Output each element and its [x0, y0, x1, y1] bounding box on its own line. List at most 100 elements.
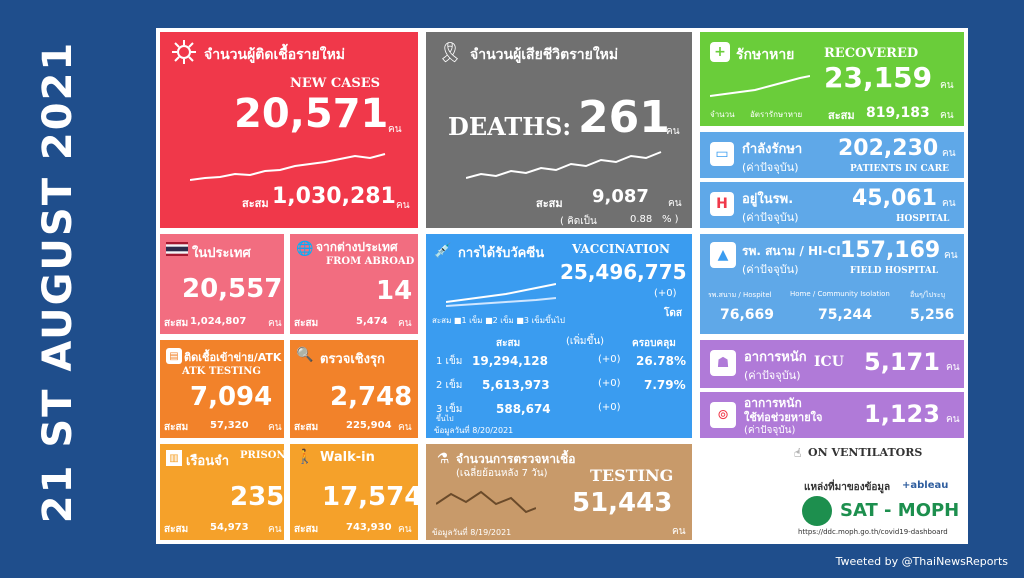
deaths-en-label: DEATHS:: [448, 112, 572, 141]
vaccination-legend: สะสม ■1 เข็ม ■2 เข็ม ■3 เข็มขึ้นไป: [432, 316, 566, 325]
vaccination-col-cov: ครอบคลุม: [632, 338, 676, 349]
testing-unit: คน: [672, 526, 686, 537]
ventilator-tile: ⊚ อาการหนัก ใช้ท่อช่วยหายใจ (ค่าปัจจุบัน…: [700, 392, 964, 438]
abroad-tile: 🌐 จากต่างประเทศ FROM ABROAD 14 สะสม 5,47…: [290, 234, 418, 334]
recovered-en-title: RECOVERED: [824, 46, 919, 61]
deaths-cum-unit: คน: [668, 198, 682, 209]
in-care-en-title: PATIENTS IN CARE: [850, 164, 949, 174]
magnifier-icon: 🔍: [296, 347, 314, 363]
deaths-th-title: จำนวนผู้เสียชีวิตรายใหม่: [470, 47, 619, 63]
walking-person-icon: 🚶: [296, 449, 314, 465]
proactive-cum-unit: คน: [398, 422, 412, 433]
walkin-cum-label: สะสม: [294, 524, 319, 535]
icu-unit: คน: [946, 362, 960, 373]
testing-note: ข้อมูลวันที่ 8/19/2021: [432, 528, 512, 537]
ventilator-th-sub2: (ค่าปัจจุบัน): [744, 425, 796, 436]
icu-tile: ☗ อาการหนัก (ค่าปัจจุบัน) ICU 5,171 คน: [700, 340, 964, 388]
abroad-cum-label: สะสม: [294, 318, 319, 329]
domestic-cum-value: 1,024,807: [190, 316, 247, 327]
vacc-row-dose: 1 เข็ม: [436, 356, 463, 367]
new-cases-sparkline: [190, 153, 386, 181]
pointing-hand-icon: ☝: [794, 446, 802, 460]
proactive-tile: 🔍 ตรวจเชิงรุก 2,748 สะสม 225,904 คน: [290, 340, 418, 438]
deaths-tile: 🎗 จำนวนผู้เสียชีวิตรายใหม่ DEATHS: 261 ค…: [426, 32, 692, 228]
testing-value: 51,443: [572, 488, 673, 518]
deaths-rate-label: ( คิดเป็น: [560, 216, 597, 227]
in-care-unit: คน: [942, 148, 956, 159]
icu-en-title: ICU: [814, 354, 844, 370]
atk-th-title: ติดเชื้อเข้าข่าย/ATK: [184, 351, 282, 364]
vaccination-value: 25,496,775: [560, 260, 687, 284]
vacc-row-dose-sub: ขึ้นไป: [436, 415, 454, 423]
deaths-value: 261: [578, 92, 670, 143]
in-care-th-title: กำลังรักษา: [742, 142, 803, 157]
prison-cum-label: สะสม: [164, 524, 189, 535]
icu-value: 5,171: [864, 348, 940, 376]
vacc-row-dose: 3 เข็ม: [436, 404, 463, 415]
field-hospital-th-sub: (ค่าปัจจุบัน): [742, 263, 799, 276]
abroad-cum-value: 5,474: [356, 316, 388, 327]
testing-th-title: จำนวนการตรวจหาเชื้อ: [456, 452, 576, 466]
vaccination-en-title: VACCINATION: [572, 242, 670, 256]
date-banner: 21 ST AUGUST 2021: [35, 40, 82, 524]
field-hospital-unit: คน: [944, 250, 958, 261]
ventilator-value: 1,123: [864, 400, 940, 428]
recovered-value: 23,159: [824, 61, 933, 94]
vacc-row-inc: (+0): [598, 402, 621, 413]
vacc-row-inc: (+0): [598, 378, 621, 389]
new-cases-unit: คน: [388, 124, 402, 135]
prison-tile: ▥ เรือนจำ PRISON 235 สะสม 54,973 คน: [160, 444, 284, 540]
atk-cum-label: สะสม: [164, 422, 189, 433]
syringe-icon: 💉: [434, 243, 452, 259]
ventilator-unit: คน: [946, 414, 960, 425]
domestic-cum-unit: คน: [268, 318, 282, 329]
source-url: https://ddc.moph.go.th/covid19-dashboard: [798, 528, 948, 536]
hospital-value: 45,061: [852, 186, 937, 211]
domestic-value: 20,557: [182, 274, 283, 304]
recovered-legend-b: อัตรารักษาหาย: [750, 110, 803, 119]
walkin-cum-unit: คน: [398, 524, 412, 535]
field-col3-value: 5,256: [910, 307, 955, 323]
bed-icon: ▭: [710, 142, 734, 166]
recovered-sparkline: [710, 75, 810, 97]
icu-th-title: อาการหนัก: [744, 350, 807, 365]
ventilator-th-title: อาการหนัก: [744, 396, 802, 410]
prison-cum-unit: คน: [268, 524, 282, 535]
icu-th-sub: (ค่าปัจจุบัน): [744, 369, 801, 382]
walkin-cum-value: 743,930: [346, 522, 392, 533]
proactive-value: 2,748: [330, 382, 413, 412]
moph-logo: [802, 496, 832, 526]
recovered-cum-label: สะสม: [828, 109, 855, 122]
proactive-th-title: ตรวจเชิงรุก: [320, 352, 385, 367]
testing-en-title: TESTING: [590, 466, 674, 485]
proactive-cum-value: 225,904: [346, 420, 392, 431]
abroad-th-title: จากต่างประเทศ: [316, 240, 398, 254]
virus-icon: [170, 38, 198, 66]
testing-th-sub: (เฉลี่ยย้อนหลัง 7 วัน): [456, 468, 548, 479]
atk-cum-value: 57,320: [210, 420, 249, 431]
recovered-unit: คน: [940, 80, 954, 91]
recovered-cum-value: 819,183: [866, 105, 930, 121]
patient-icon: ☗: [710, 350, 736, 376]
domestic-cum-label: สะสม: [164, 318, 189, 329]
recovered-legend-a: จำนวน: [710, 110, 735, 119]
new-cases-value: 20,571: [234, 91, 389, 137]
vaccination-col-cum: สะสม: [496, 338, 521, 349]
vacc-row-cov: 26.78%: [636, 354, 686, 368]
recovered-th-title: รักษาหาย: [736, 47, 795, 63]
vacc-row-cum: 5,613,973: [482, 378, 550, 392]
ventilator-en-title: ON VENTILATORS: [808, 446, 923, 459]
deaths-rate-unit: % ): [662, 214, 679, 225]
recovered-tile: + รักษาหาย RECOVERED 23,159 คน จำนวน อัต…: [700, 32, 964, 126]
dashboard-board: จำนวนผู้ติดเชื้อรายใหม่ NEW CASES 20,571…: [156, 28, 968, 544]
hospital-icon: H: [710, 192, 734, 216]
tweet-credit: Tweeted by @ThaiNewsReports: [835, 555, 1008, 568]
abroad-en-title: FROM ABROAD: [326, 256, 415, 267]
in-care-tile: ▭ กำลังรักษา (ค่าปัจจุบัน) 202,230 คน PA…: [700, 132, 964, 178]
testing-sparkline: [436, 490, 536, 514]
field-col1-value: 76,669: [720, 307, 775, 323]
vaccination-chart: [446, 283, 556, 307]
deaths-cum-value: 9,087: [592, 186, 649, 207]
ribbon-icon: 🎗: [437, 40, 463, 64]
field-col3-label: อื่นๆ/ไประบุ: [910, 291, 946, 299]
